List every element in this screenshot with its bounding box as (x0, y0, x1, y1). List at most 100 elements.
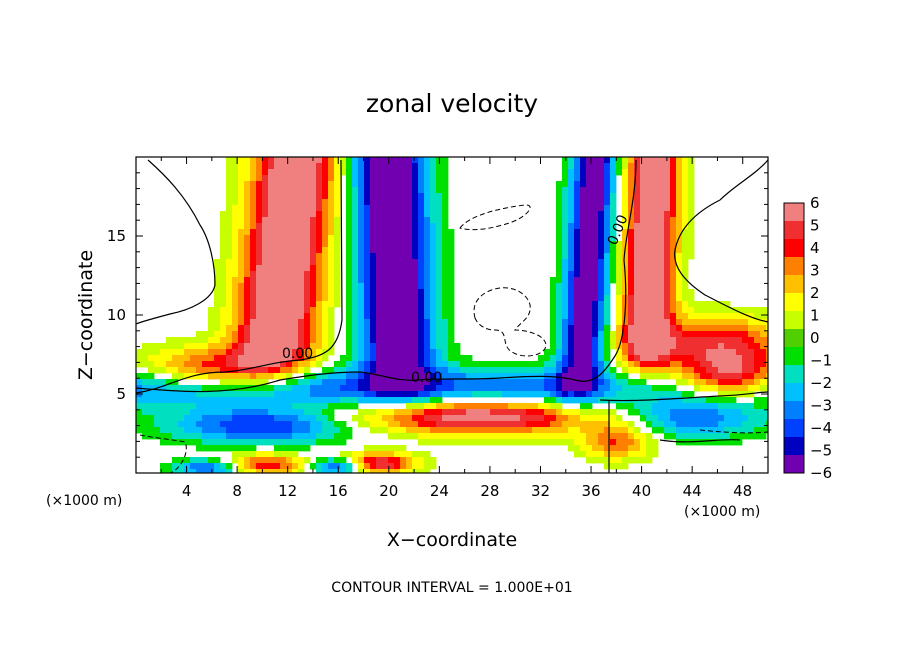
field-cell (736, 373, 743, 380)
field-cell (592, 289, 599, 296)
field-cell (274, 277, 281, 284)
field-cell (688, 229, 695, 236)
field-cell (274, 259, 281, 266)
field-cell (580, 247, 587, 254)
field-cell (268, 193, 275, 200)
field-cell (190, 433, 197, 440)
field-cell (562, 397, 569, 404)
field-cell (634, 355, 641, 362)
field-cell (364, 205, 371, 212)
field-cell (394, 445, 401, 452)
field-cell (628, 337, 635, 344)
field-cell (304, 445, 311, 452)
field-cell (580, 361, 587, 368)
field-cell (442, 427, 449, 434)
field-cell (286, 229, 293, 236)
field-cell (334, 217, 341, 224)
field-cell (226, 463, 233, 470)
field-cell (328, 241, 335, 248)
field-cell (484, 379, 491, 386)
x-tick-label: 16 (329, 482, 348, 500)
field-cell (208, 397, 215, 404)
field-cell (394, 217, 401, 224)
field-cell (658, 265, 665, 272)
field-cell (322, 415, 329, 422)
field-cell (382, 445, 389, 452)
field-cell (418, 427, 425, 434)
field-cell (646, 169, 653, 176)
field-cell (370, 469, 377, 473)
field-cell (586, 415, 593, 422)
field-cell (760, 409, 767, 416)
field-cell (442, 337, 449, 344)
field-cell (328, 343, 335, 350)
field-cell (160, 379, 167, 386)
field-cell (610, 175, 617, 182)
field-cell (244, 367, 251, 374)
field-cell (238, 289, 245, 296)
field-cell (766, 313, 768, 320)
field-cell (220, 235, 227, 242)
field-cell (676, 295, 683, 302)
field-cell (670, 343, 677, 350)
field-cell (388, 301, 395, 308)
field-cell (286, 319, 293, 326)
field-cell (364, 277, 371, 284)
field-cell (676, 223, 683, 230)
field-cell (598, 439, 605, 446)
field-cell (364, 385, 371, 392)
field-cell (628, 421, 635, 428)
field-cell (268, 409, 275, 416)
field-cell (256, 259, 263, 266)
field-cell (406, 367, 413, 374)
field-cell (328, 253, 335, 260)
field-cell (718, 301, 725, 308)
field-cell (598, 373, 605, 380)
field-cell (748, 373, 755, 380)
field-cell (712, 325, 719, 332)
field-cell (412, 181, 419, 188)
field-cell (322, 313, 329, 320)
field-cell (208, 319, 215, 326)
field-cell (184, 391, 191, 398)
field-cell (226, 421, 233, 428)
field-cell (490, 409, 497, 416)
field-cell (316, 211, 323, 218)
field-cell (712, 385, 719, 392)
field-cell (394, 241, 401, 248)
field-cell (640, 253, 647, 260)
field-cell (580, 259, 587, 266)
field-cell (292, 427, 299, 434)
field-cell (568, 157, 575, 164)
field-cell (274, 217, 281, 224)
field-cell (262, 241, 269, 248)
field-cell (388, 367, 395, 374)
field-cell (418, 469, 425, 473)
field-cell (382, 205, 389, 212)
field-cell (256, 457, 263, 464)
field-cell (238, 469, 245, 473)
field-cell (250, 289, 257, 296)
field-cell (370, 217, 377, 224)
field-cell (562, 433, 569, 440)
field-cell (268, 223, 275, 230)
field-cell (232, 181, 239, 188)
field-cell (298, 457, 305, 464)
field-cell (724, 355, 731, 362)
field-cell (256, 205, 263, 212)
field-cell (262, 181, 269, 188)
field-cell (556, 187, 563, 194)
field-cell (682, 391, 689, 398)
field-cell (328, 433, 335, 440)
field-cell (442, 301, 449, 308)
field-cell (586, 259, 593, 266)
field-cell (388, 169, 395, 176)
field-cell (610, 169, 617, 176)
field-cell (676, 181, 683, 188)
field-cell (280, 319, 287, 326)
field-cell (256, 463, 263, 470)
field-cell (352, 373, 359, 380)
field-cell (610, 181, 617, 188)
field-cell (514, 367, 521, 374)
field-cell (310, 259, 317, 266)
